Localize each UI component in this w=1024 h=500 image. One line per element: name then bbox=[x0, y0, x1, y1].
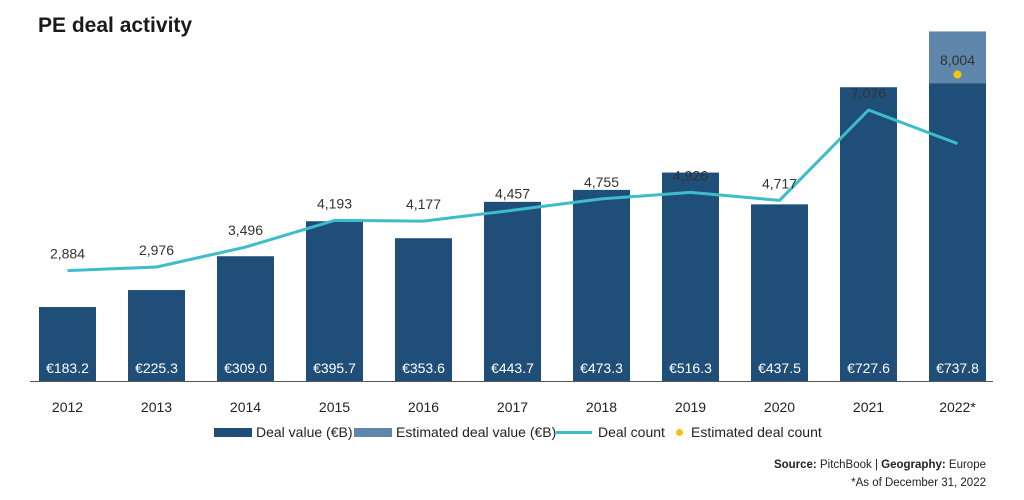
chart-plot-area: €183.2 2012 €225.3 2013 €309.0 2014 €395.7 2015… bbox=[30, 31, 993, 415]
bar-deal-value bbox=[128, 290, 185, 381]
geography-label: Geography: bbox=[881, 459, 946, 471]
estimated-deal-count-point bbox=[953, 70, 962, 79]
deal-count-label: 4,926 bbox=[673, 167, 708, 183]
x-tick-label: 2018 bbox=[586, 399, 617, 415]
legend-swatch-deal-value bbox=[214, 427, 252, 437]
x-tick-label: 2021 bbox=[853, 399, 884, 415]
bar-deal-value bbox=[573, 189, 630, 381]
source-value: PitchBook bbox=[819, 459, 872, 471]
x-tick-label: 2015 bbox=[319, 399, 350, 415]
estimated-deal-count-label: 8,004 bbox=[940, 52, 975, 68]
bar-deal-value bbox=[39, 307, 96, 381]
deal-count-label: 4,755 bbox=[584, 174, 619, 190]
x-tick-label: 2013 bbox=[141, 399, 172, 415]
bar-deal-value bbox=[217, 256, 274, 381]
x-tick-label: 2017 bbox=[497, 399, 528, 415]
bar-deal-value bbox=[484, 201, 541, 381]
bar-value-label: €353.6 bbox=[402, 360, 445, 376]
source-line: Source: PitchBook | Geography: Europe bbox=[774, 459, 986, 471]
footer-separator: | bbox=[874, 459, 878, 471]
deal-count-label: 7,076 bbox=[851, 85, 886, 101]
x-tick-label: 2012 bbox=[52, 399, 83, 415]
deal-count-label: 4,457 bbox=[495, 185, 530, 201]
bar-deal-value bbox=[929, 83, 986, 381]
bar-value-label: €225.3 bbox=[135, 360, 178, 376]
deal-count-label: 2,884 bbox=[50, 246, 85, 262]
legend-label-deal-count: Deal count bbox=[598, 424, 665, 440]
chart-legend: Deal value (€B) Estimated deal value (€B… bbox=[0, 424, 1024, 446]
legend-item-deal-value: Deal value (€B) bbox=[214, 424, 353, 440]
legend-swatch-estimated-deal-count bbox=[676, 428, 683, 436]
bar-deal-value bbox=[840, 87, 897, 381]
chart-title: PE deal activity bbox=[38, 14, 193, 37]
bar-deal-value bbox=[395, 238, 452, 381]
bar-value-label: €737.8 bbox=[936, 360, 979, 376]
deal-count-label: 4,717 bbox=[762, 175, 797, 191]
deal-count-label: 4,193 bbox=[317, 195, 352, 211]
deal-count-label: 4,177 bbox=[406, 196, 441, 212]
legend-swatch-estimated-deal-value bbox=[354, 427, 392, 437]
geography-value: Europe bbox=[948, 459, 986, 471]
footnote: *As of December 31, 2022 bbox=[851, 477, 986, 489]
legend-item-deal-count: Deal count bbox=[556, 424, 665, 440]
bar-value-label: €309.0 bbox=[224, 360, 267, 376]
deal-count-label: 2,976 bbox=[139, 242, 174, 258]
legend-swatch-deal-count bbox=[556, 430, 592, 434]
bar-deal-value bbox=[306, 221, 363, 381]
deal-count-line bbox=[67, 108, 959, 273]
legend-label-estimated-deal-value: Estimated deal value (€B) bbox=[396, 424, 557, 440]
bar-value-label: €437.5 bbox=[758, 360, 801, 376]
bar-deal-value bbox=[751, 204, 808, 381]
deal-count-label: 3,496 bbox=[228, 222, 263, 238]
x-tick-label: 2016 bbox=[408, 399, 439, 415]
bar-value-label: €727.6 bbox=[847, 360, 890, 376]
legend-label-deal-value: Deal value (€B) bbox=[256, 424, 353, 440]
bar-value-label: €395.7 bbox=[313, 360, 356, 376]
x-tick-label: 2019 bbox=[675, 399, 706, 415]
bar-value-label: €443.7 bbox=[491, 360, 534, 376]
legend-item-estimated-deal-value: Estimated deal value (€B) bbox=[354, 424, 556, 440]
legend-label-estimated-deal-count: Estimated deal count bbox=[691, 424, 822, 440]
x-tick-label: 2014 bbox=[230, 399, 261, 415]
x-tick-label: 2022* bbox=[939, 399, 976, 415]
bar-deal-value bbox=[662, 172, 719, 381]
x-tick-label: 2020 bbox=[764, 399, 795, 415]
legend-item-estimated-deal-count: Estimated deal count bbox=[676, 424, 822, 440]
bar-value-label: €473.3 bbox=[580, 360, 623, 376]
bar-value-label: €516.3 bbox=[669, 360, 712, 376]
source-label: Source: bbox=[773, 459, 817, 471]
bar-value-label: €183.2 bbox=[46, 360, 89, 376]
